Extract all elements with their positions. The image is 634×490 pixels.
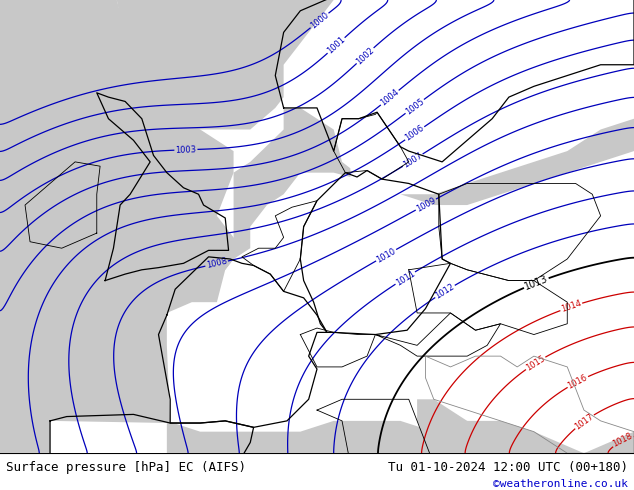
Text: 1005: 1005 (404, 97, 426, 116)
Text: Surface pressure [hPa] EC (AIFS): Surface pressure [hPa] EC (AIFS) (6, 461, 247, 474)
Polygon shape (417, 399, 500, 490)
Text: 1010: 1010 (375, 246, 398, 264)
Text: 1008: 1008 (205, 257, 228, 270)
Text: 1016: 1016 (566, 373, 589, 391)
Polygon shape (108, 250, 233, 324)
Text: 1015: 1015 (524, 354, 547, 372)
Text: Tu 01-10-2024 12:00 UTC (00+180): Tu 01-10-2024 12:00 UTC (00+180) (387, 461, 628, 474)
Polygon shape (167, 421, 634, 453)
Text: 1013: 1013 (523, 274, 550, 292)
Text: 1011: 1011 (394, 269, 417, 287)
Text: 1004: 1004 (378, 88, 401, 108)
Text: ©weatheronline.co.uk: ©weatheronline.co.uk (493, 480, 628, 490)
Text: 1012: 1012 (434, 282, 456, 301)
Polygon shape (0, 0, 233, 490)
Polygon shape (367, 119, 634, 205)
Text: 1009: 1009 (415, 196, 437, 214)
Text: 1000: 1000 (309, 10, 330, 30)
Text: 1006: 1006 (403, 123, 426, 143)
Text: 1007: 1007 (401, 151, 424, 170)
Text: 1001: 1001 (325, 35, 347, 56)
Text: 1002: 1002 (354, 45, 376, 66)
Polygon shape (0, 0, 634, 129)
Text: 1017: 1017 (573, 412, 595, 431)
Text: 1018: 1018 (611, 432, 634, 449)
Text: 1014: 1014 (560, 299, 583, 315)
Polygon shape (225, 108, 351, 259)
Text: 1003: 1003 (175, 145, 197, 155)
